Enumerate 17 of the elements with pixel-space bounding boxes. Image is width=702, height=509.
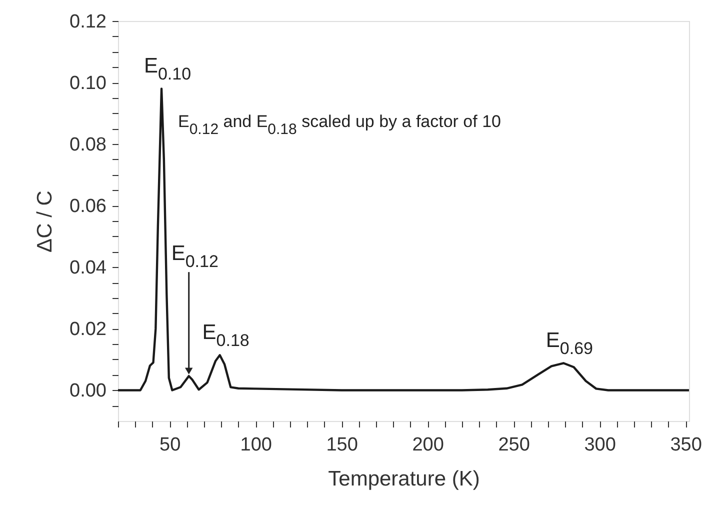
x-tick-label: 150	[326, 434, 358, 456]
y-tick-label: 0.10	[70, 73, 106, 94]
x-tick-label: 200	[412, 434, 444, 456]
x-tick-label: 250	[498, 434, 530, 456]
y-tick-label: 0.06	[70, 196, 106, 218]
line-series	[116, 88, 690, 392]
x-axis-title: Temperature (K)	[328, 468, 480, 490]
x-tick-label: 50	[160, 434, 181, 456]
y-tick-label: 0.12	[70, 12, 106, 32]
x-tick-label: 100	[240, 434, 272, 456]
y-tick-label: 0.02	[70, 319, 106, 340]
y-tick-label: 0.00	[70, 380, 106, 402]
x-tick-label: 300	[584, 434, 616, 456]
y-tick-label: 0.04	[70, 258, 107, 279]
x-tick-label: 350	[670, 434, 702, 456]
y-axis-title: ΔC / C	[34, 190, 57, 252]
y-tick-label: 0.08	[70, 134, 106, 156]
